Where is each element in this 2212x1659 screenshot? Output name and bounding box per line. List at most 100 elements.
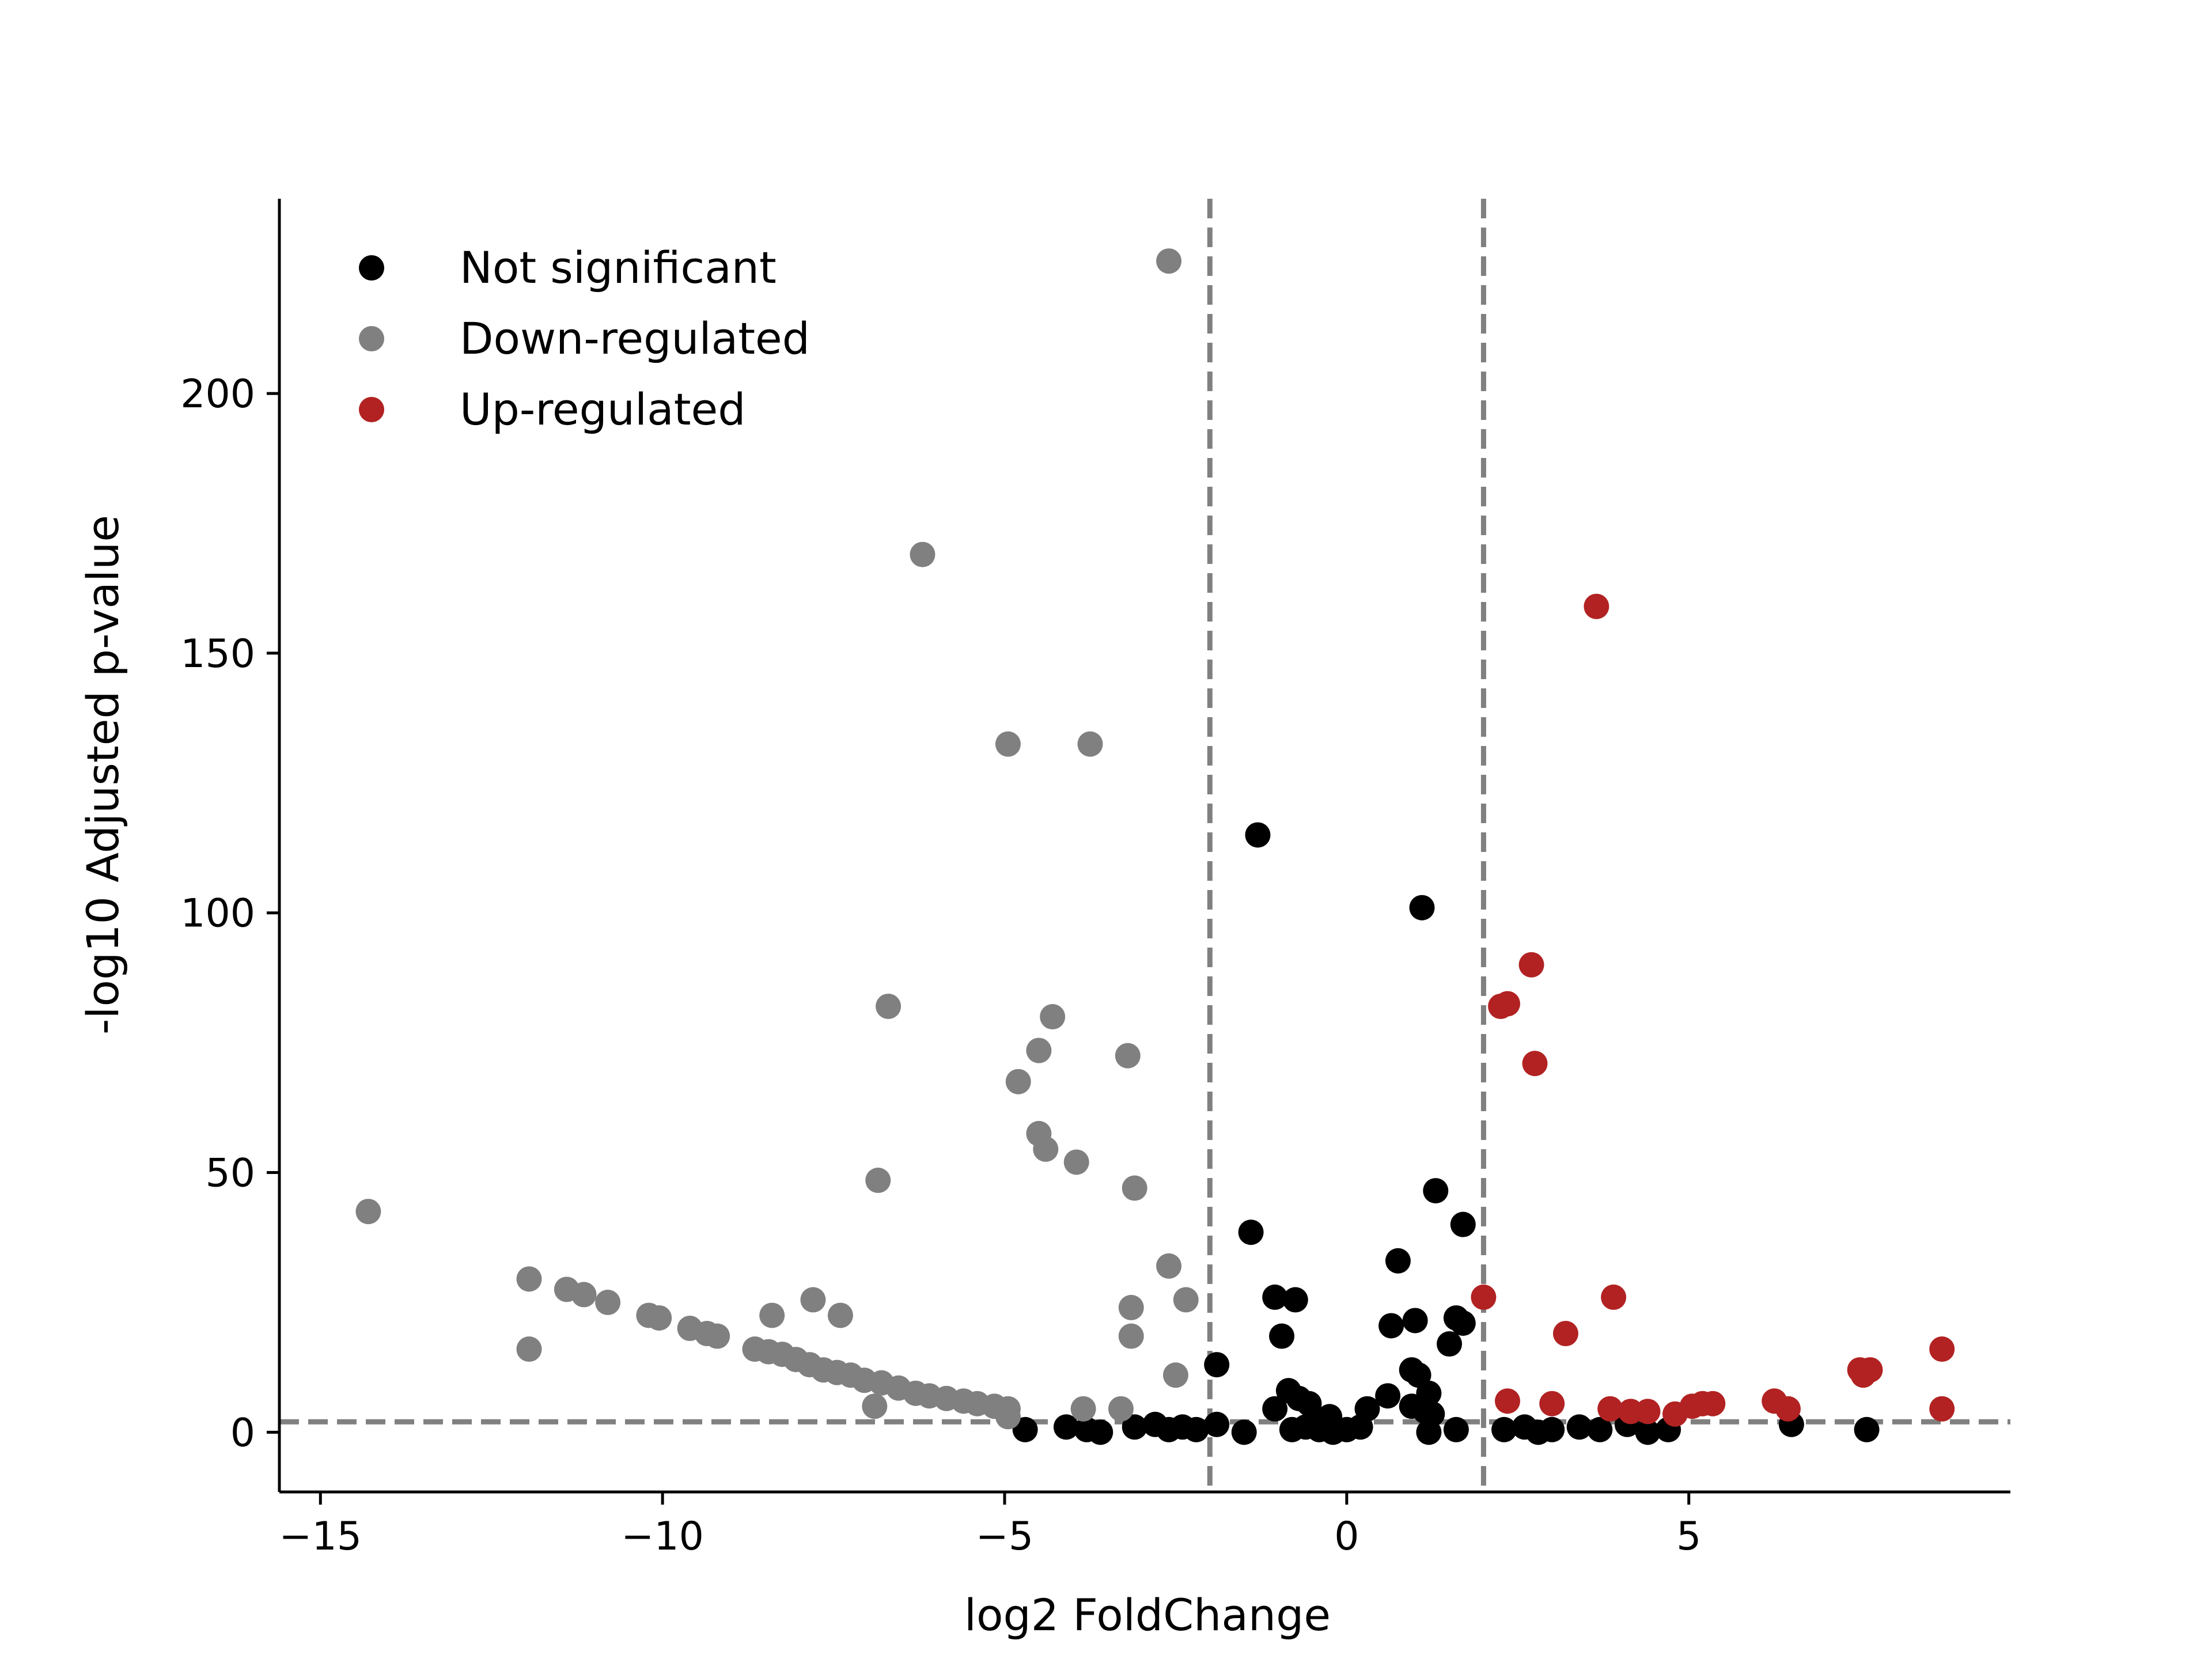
data-point	[1854, 1416, 1880, 1442]
data-point	[646, 1305, 672, 1331]
data-point	[1262, 1396, 1288, 1422]
data-point	[1566, 1414, 1592, 1440]
data-point	[1162, 1362, 1188, 1388]
data-point	[1122, 1414, 1147, 1440]
y-tick-label: 100	[180, 891, 255, 937]
y-tick-label: 50	[205, 1151, 255, 1196]
data-point	[1929, 1336, 1955, 1362]
data-point	[995, 731, 1021, 757]
data-point	[1088, 1419, 1113, 1445]
data-point	[1070, 1396, 1096, 1422]
data-point	[1775, 1396, 1801, 1422]
data-point	[1005, 1069, 1031, 1094]
x-tick-label: −10	[621, 1514, 704, 1559]
data-point	[1204, 1352, 1230, 1378]
data-point	[1282, 1287, 1308, 1313]
x-tick-label: −5	[976, 1514, 1033, 1559]
legend-label: Up-regulated	[460, 384, 746, 435]
data-point	[1385, 1248, 1411, 1274]
data-point	[1402, 1308, 1428, 1334]
data-point	[800, 1287, 826, 1313]
legend-marker	[359, 255, 384, 281]
x-tick-label: −15	[279, 1514, 362, 1559]
data-point	[1183, 1416, 1209, 1442]
data-point	[1584, 593, 1609, 619]
legend-label: Not significant	[460, 242, 777, 293]
data-point	[827, 1302, 853, 1328]
data-point	[1635, 1419, 1661, 1445]
data-point	[865, 1168, 891, 1194]
data-point	[1700, 1391, 1726, 1416]
data-point	[1522, 1051, 1548, 1077]
data-point	[595, 1289, 621, 1315]
data-point	[1929, 1396, 1955, 1422]
data-point	[862, 1393, 888, 1419]
data-point	[1539, 1416, 1565, 1442]
y-tick-label: 150	[180, 631, 255, 677]
series-up-regulated	[1471, 593, 1955, 1427]
legend-marker	[359, 397, 384, 422]
series-not-significant	[1012, 822, 1880, 1445]
x-tick-label: 0	[1334, 1514, 1359, 1559]
data-point	[910, 541, 935, 567]
data-point	[1173, 1287, 1199, 1313]
data-point	[1450, 1211, 1476, 1237]
data-point	[1450, 1310, 1476, 1336]
x-axis-title: log2 FoldChange	[964, 1589, 1331, 1641]
y-tick-label: 200	[180, 372, 255, 417]
data-point	[1375, 1383, 1401, 1409]
data-point	[1378, 1313, 1404, 1339]
data-point	[1077, 731, 1103, 757]
data-point	[1347, 1414, 1373, 1440]
data-point	[1115, 1043, 1141, 1069]
data-point	[1518, 952, 1544, 978]
y-tick-label: 0	[230, 1410, 255, 1456]
data-point	[1601, 1284, 1627, 1310]
data-point	[1597, 1396, 1623, 1422]
data-point	[704, 1323, 730, 1349]
data-point	[1635, 1399, 1661, 1425]
data-point	[1495, 991, 1521, 1017]
x-tick-label: 5	[1676, 1514, 1701, 1559]
data-point	[1471, 1284, 1497, 1310]
data-point	[1118, 1294, 1144, 1320]
legend: Not significant Down-regulated Up-regulate…	[359, 242, 810, 435]
data-point	[1204, 1411, 1230, 1437]
data-point	[1231, 1419, 1257, 1445]
data-point	[1053, 1414, 1079, 1440]
data-point	[516, 1336, 542, 1362]
data-point	[1040, 1004, 1066, 1030]
data-point	[1552, 1321, 1578, 1347]
data-point	[759, 1302, 785, 1328]
data-point	[1495, 1388, 1521, 1414]
data-point	[1491, 1416, 1517, 1442]
series-down-regulated	[355, 248, 1199, 1430]
data-point	[1122, 1175, 1147, 1201]
data-point	[1108, 1396, 1134, 1422]
data-point	[1026, 1037, 1052, 1063]
data-point	[355, 1199, 381, 1225]
legend-label: Down-regulated	[460, 313, 810, 364]
data-point	[1262, 1284, 1288, 1310]
data-point	[1063, 1149, 1089, 1175]
data-point	[1443, 1416, 1469, 1442]
data-point	[1118, 1323, 1144, 1349]
data-point	[995, 1404, 1021, 1430]
data-point	[1156, 1253, 1182, 1279]
data-point	[1437, 1331, 1463, 1357]
data-point	[516, 1266, 542, 1292]
data-point	[1156, 248, 1182, 274]
legend-marker	[359, 326, 384, 351]
data-point	[1423, 1178, 1449, 1204]
data-point	[1409, 895, 1435, 921]
y-axis-title: -log10 Adjusted p-value	[77, 515, 128, 1035]
data-point	[1269, 1323, 1295, 1349]
data-point	[1539, 1391, 1565, 1416]
data-point	[1587, 1416, 1613, 1442]
data-point	[1245, 822, 1271, 848]
data-point	[1238, 1219, 1264, 1245]
data-point	[1033, 1136, 1059, 1162]
data-point	[1416, 1419, 1442, 1445]
